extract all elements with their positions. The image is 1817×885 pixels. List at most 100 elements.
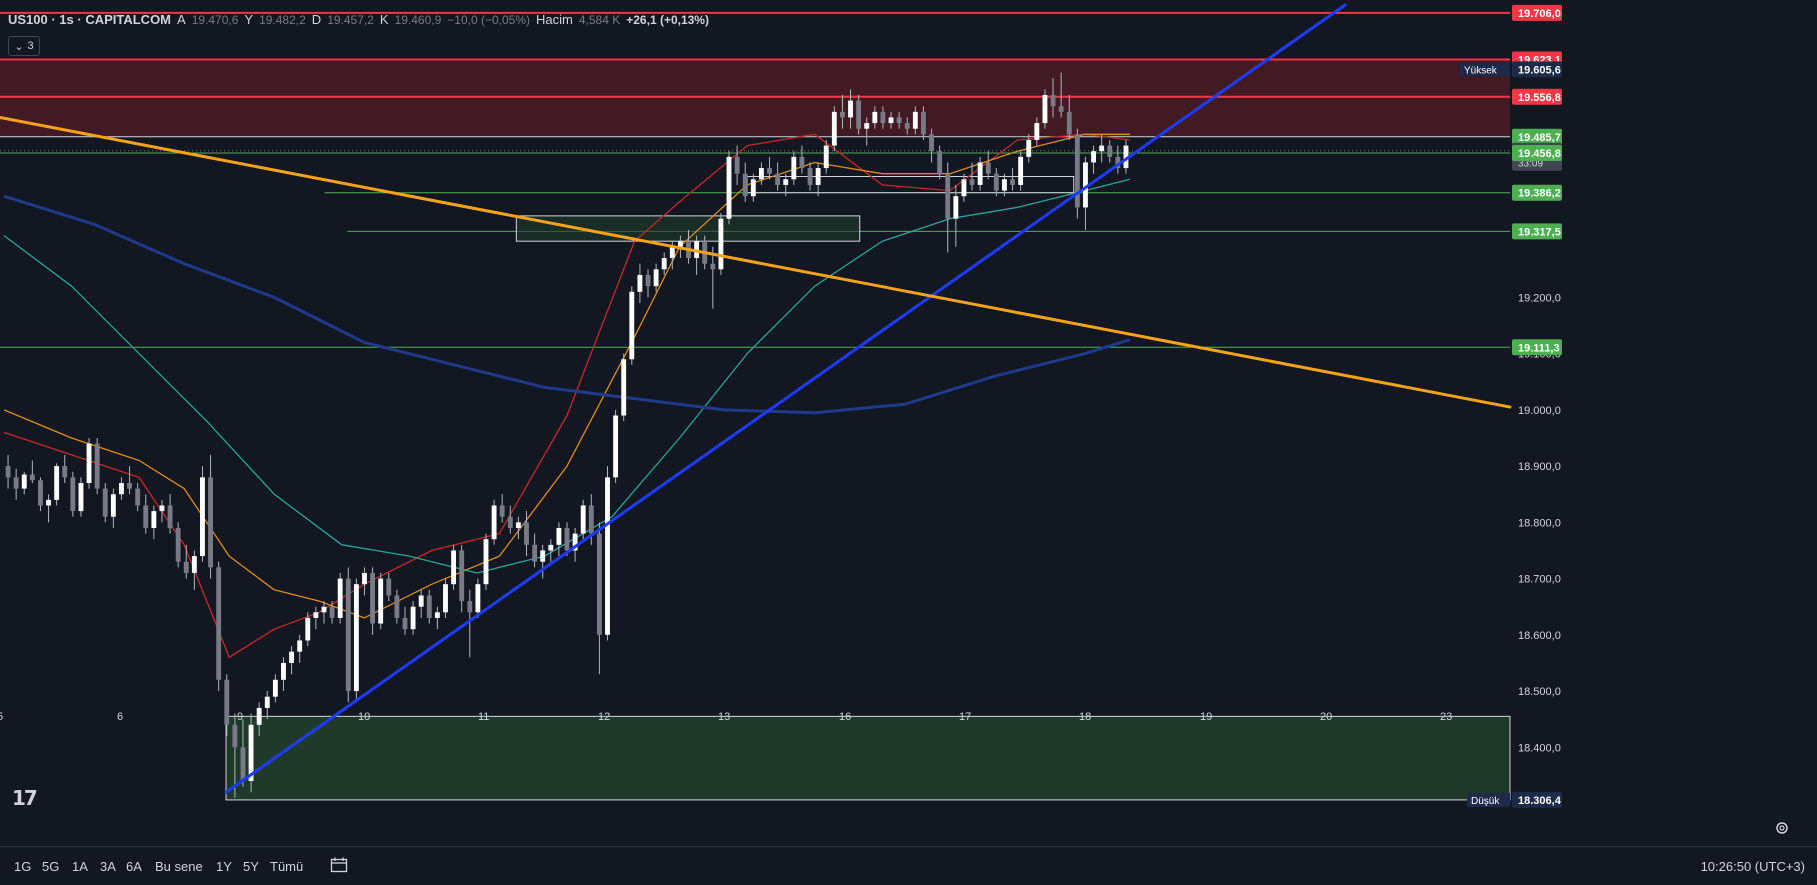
candle-body	[86, 443, 92, 483]
timeframe-button[interactable]: 6A	[126, 859, 142, 874]
candle-body	[896, 117, 902, 124]
candle-body	[175, 527, 181, 562]
price-tag-text: Düşük	[1471, 796, 1500, 807]
candle-body	[491, 505, 497, 540]
candle-body	[78, 482, 84, 512]
candle-body	[532, 544, 538, 562]
candle-body	[807, 168, 813, 185]
candle-body	[183, 561, 189, 573]
price-axis-tick: 19.200,0	[1518, 292, 1561, 304]
candle-body	[904, 123, 910, 129]
timeframe-button[interactable]: 5G	[42, 859, 60, 874]
price-label	[1512, 223, 1562, 240]
price-axis-tick: 18.800,0	[1518, 517, 1561, 529]
candle-body	[921, 111, 926, 135]
candle-body	[856, 100, 862, 129]
candle-body	[370, 572, 376, 624]
timeframe-button[interactable]: 1G	[14, 859, 32, 874]
time-axis-tick: 16	[839, 711, 851, 723]
timeframe-button[interactable]: 1Y	[216, 859, 232, 874]
volume-change: +26,1 (+0,13%)	[626, 13, 709, 27]
gear-icon[interactable]	[1774, 820, 1790, 836]
candle-body	[945, 173, 951, 219]
candle-countdown: 33:09	[1518, 159, 1543, 170]
candle-body	[337, 578, 343, 618]
candle-body	[110, 494, 116, 517]
candle-body	[378, 578, 384, 624]
candle-body	[710, 263, 716, 270]
candle-body	[240, 747, 246, 782]
moving-average-line	[3, 133, 1131, 658]
candle-body	[362, 572, 367, 585]
moving-average-line	[3, 178, 1131, 574]
time-axis-tick: 9	[237, 711, 243, 723]
candle-body	[613, 415, 619, 478]
candle-body	[888, 117, 894, 124]
candle-body	[483, 539, 489, 585]
price-label-text: 19.317,5	[1518, 226, 1561, 238]
price-axis-tick: 19.000,0	[1518, 405, 1561, 417]
candle-body	[734, 156, 740, 174]
timeframe-button[interactable]: 5Y	[243, 859, 259, 874]
tradingview-logo-icon[interactable]: 17	[12, 786, 38, 810]
candle-body	[653, 269, 659, 287]
trendline[interactable]	[224, 3, 1347, 794]
candle-body	[475, 584, 481, 613]
trendline[interactable]	[0, 115, 1512, 409]
candle-body	[507, 516, 513, 528]
candle-body	[1034, 123, 1040, 140]
candle-body	[864, 123, 870, 129]
candle-body	[281, 662, 286, 680]
candle-body	[791, 156, 797, 180]
price-axis-tick: 18.400,0	[1518, 742, 1561, 754]
candle-body	[459, 550, 465, 602]
time-axis-tick: 13	[718, 711, 730, 723]
candle-body	[451, 550, 457, 585]
candle-body	[1018, 156, 1024, 185]
price-label-text: 19.623,1	[1518, 54, 1561, 66]
candle-body	[515, 522, 521, 528]
candle-body	[38, 480, 43, 506]
candle-body	[386, 578, 392, 596]
price-label-text: 19.386,2	[1518, 188, 1561, 200]
candle-body	[880, 111, 886, 124]
candle-body	[305, 617, 311, 641]
timeframe-button[interactable]: 3A	[100, 859, 116, 874]
price-label-text: 19.456,8	[1518, 148, 1561, 160]
candle-body	[1107, 145, 1113, 157]
candle-body	[742, 173, 748, 197]
open-value: 19.470,6	[191, 13, 239, 27]
candle-body	[1099, 145, 1105, 152]
candle-body	[1091, 151, 1096, 163]
candle-body	[564, 527, 570, 551]
high-label: Y	[244, 12, 254, 27]
candle-body	[410, 606, 416, 630]
candle-body	[750, 179, 756, 197]
candle-body	[775, 173, 781, 185]
resistance-zone	[0, 59, 1510, 137]
candle-body	[1115, 156, 1121, 169]
price-axis[interactable]	[1512, 0, 1817, 846]
price-label-text: 18.306,4	[1518, 795, 1562, 807]
timeframe-button[interactable]: Tümü	[270, 859, 304, 874]
price-label	[1512, 88, 1562, 105]
indicator-toggle[interactable]: ⌄ 3	[8, 36, 40, 56]
candle-body	[159, 505, 165, 512]
candle-body	[580, 505, 586, 534]
calendar-range-icon[interactable]	[330, 857, 348, 873]
volume-label: Hacim	[536, 12, 573, 27]
price-label	[1512, 145, 1562, 162]
timeframe-button[interactable]: Bu sene	[155, 859, 203, 874]
timeframe-button[interactable]: 1A	[72, 859, 88, 874]
candle-body	[418, 595, 424, 607]
candle-body	[5, 466, 11, 478]
candle-body	[726, 156, 732, 219]
candle-body	[200, 477, 205, 557]
clock[interactable]: 10:26:50 (UTC+3)	[1700, 859, 1805, 874]
candle-body	[669, 246, 675, 259]
candle-body	[208, 477, 213, 568]
symbol-title[interactable]: US100 · 1s · CAPITALCOM	[8, 12, 172, 27]
price-label	[1512, 184, 1562, 201]
low-value: 19.457,2	[327, 13, 374, 27]
